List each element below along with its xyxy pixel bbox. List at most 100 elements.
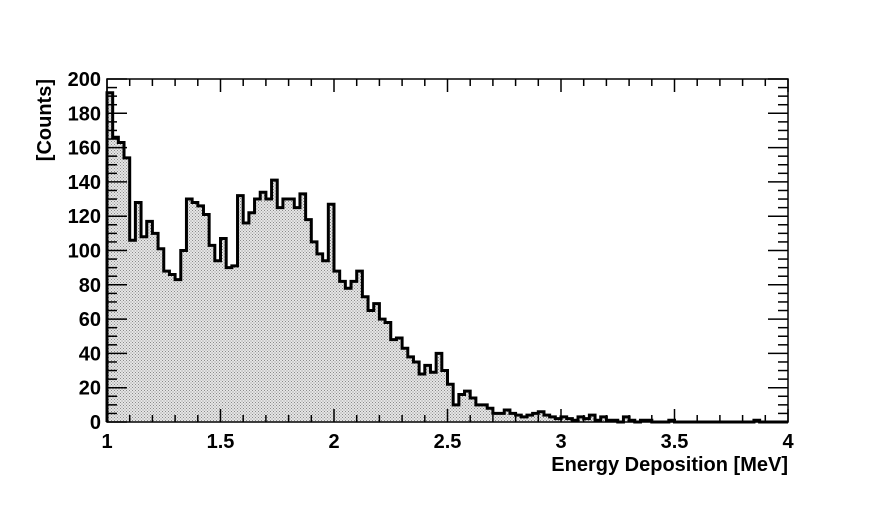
histogram-bin — [526, 415, 533, 422]
histogram-bin — [158, 248, 165, 422]
histogram-bin — [561, 416, 567, 422]
histogram-bin — [521, 416, 528, 422]
histogram-bin — [600, 416, 607, 422]
histogram-bin — [112, 137, 119, 422]
histogram-bin — [231, 265, 238, 422]
histogram-bin — [419, 373, 426, 422]
histogram-bin — [487, 408, 494, 422]
histogram-bin — [305, 219, 312, 422]
y-tick-label: 120 — [68, 206, 101, 228]
histogram-bin — [538, 411, 545, 422]
histogram-bin — [498, 413, 505, 422]
x-tick-label: 3 — [555, 431, 566, 453]
histogram-bin — [453, 404, 460, 422]
histogram-bin — [316, 253, 323, 422]
histogram-bin — [328, 204, 335, 422]
histogram-bin — [237, 195, 244, 422]
histogram-bin — [282, 199, 289, 422]
y-tick-label: 160 — [68, 138, 101, 160]
histogram-bin — [623, 416, 630, 422]
x-tick-label: 1.5 — [207, 431, 235, 453]
histogram-bin — [436, 353, 443, 422]
histogram-bars — [107, 92, 760, 422]
histogram-bin — [214, 260, 221, 422]
x-axis-tick-labels: 1 1.5 2 2.5 3 3.5 4 — [101, 431, 794, 453]
histogram-bin — [362, 296, 369, 422]
histogram-bin — [356, 271, 363, 422]
y-tick-label: 140 — [68, 172, 101, 194]
histogram-bin — [345, 288, 352, 422]
histogram-bin — [402, 348, 409, 422]
histogram-bin — [470, 397, 477, 422]
histogram-bin — [458, 394, 465, 422]
y-tick-label: 20 — [79, 378, 101, 400]
histogram-bin — [186, 199, 193, 422]
histogram-bin — [265, 199, 272, 422]
x-tick-label: 2 — [328, 431, 339, 453]
y-tick-label: 40 — [79, 343, 101, 365]
y-axis-ticks — [107, 78, 788, 423]
histogram-bin — [441, 370, 448, 422]
histogram-bin — [407, 356, 414, 422]
histogram-bin — [339, 281, 346, 422]
histogram-bin — [583, 418, 590, 422]
histogram-bin — [220, 238, 227, 422]
histogram-bin — [543, 415, 550, 422]
histogram-bin — [192, 202, 199, 422]
histogram-bin — [152, 233, 159, 422]
histogram-bin — [163, 271, 170, 422]
histogram-bin — [146, 221, 153, 422]
y-tick-label: 180 — [68, 103, 101, 125]
histogram-bin — [271, 180, 278, 422]
histogram-bin — [532, 413, 539, 422]
x-tick-label: 1 — [101, 431, 112, 453]
histogram-bin — [226, 267, 233, 422]
histogram-bin — [430, 372, 437, 422]
histogram-bin — [299, 193, 306, 422]
x-axis-ticks — [106, 79, 789, 422]
histogram-bin — [260, 192, 267, 422]
histogram-bin — [368, 310, 375, 422]
histogram-bin — [475, 404, 482, 422]
x-tick-label: 3.5 — [661, 431, 689, 453]
x-axis-title: Energy Deposition [MeV] — [551, 454, 788, 476]
histogram-bin — [385, 322, 392, 422]
histogram-bin — [481, 404, 488, 422]
histogram-bin — [277, 207, 284, 422]
histogram-bin — [107, 92, 113, 422]
histogram-bin — [180, 250, 187, 422]
histogram-bin — [135, 202, 142, 422]
y-tick-label: 60 — [79, 309, 101, 331]
histogram-bin — [413, 361, 420, 422]
histogram-bin — [504, 409, 511, 422]
y-tick-label: 100 — [68, 241, 101, 263]
histogram-bin — [334, 271, 340, 422]
histogram-bin — [129, 240, 136, 422]
histogram-bin — [509, 413, 516, 422]
y-tick-label: 200 — [68, 69, 101, 91]
histogram-bin — [424, 365, 431, 422]
histogram-bin — [515, 415, 522, 422]
histogram-bin — [379, 319, 386, 422]
histogram-bin — [322, 260, 329, 422]
y-axis-tick-labels: 0 20 40 60 80 100 120 140 160 180 200 — [68, 69, 101, 434]
histogram-bin — [254, 199, 261, 422]
histogram-bin — [197, 205, 204, 422]
histogram-bin — [390, 339, 397, 422]
histogram-bin — [555, 418, 562, 422]
histogram-bin — [141, 236, 148, 422]
histogram-bin — [396, 337, 403, 422]
histogram-bin — [566, 418, 573, 422]
histogram-bin — [373, 303, 380, 422]
histogram-bin — [118, 142, 125, 422]
histogram-bin — [578, 416, 584, 422]
histogram-bin — [311, 241, 318, 422]
y-tick-label: 0 — [90, 412, 101, 434]
histogram-bin — [203, 214, 210, 422]
histogram-bin — [294, 207, 301, 422]
histogram-bin — [175, 279, 182, 422]
histogram-bin — [492, 413, 499, 422]
histogram-bin — [288, 199, 295, 422]
histogram-bin — [589, 415, 596, 422]
